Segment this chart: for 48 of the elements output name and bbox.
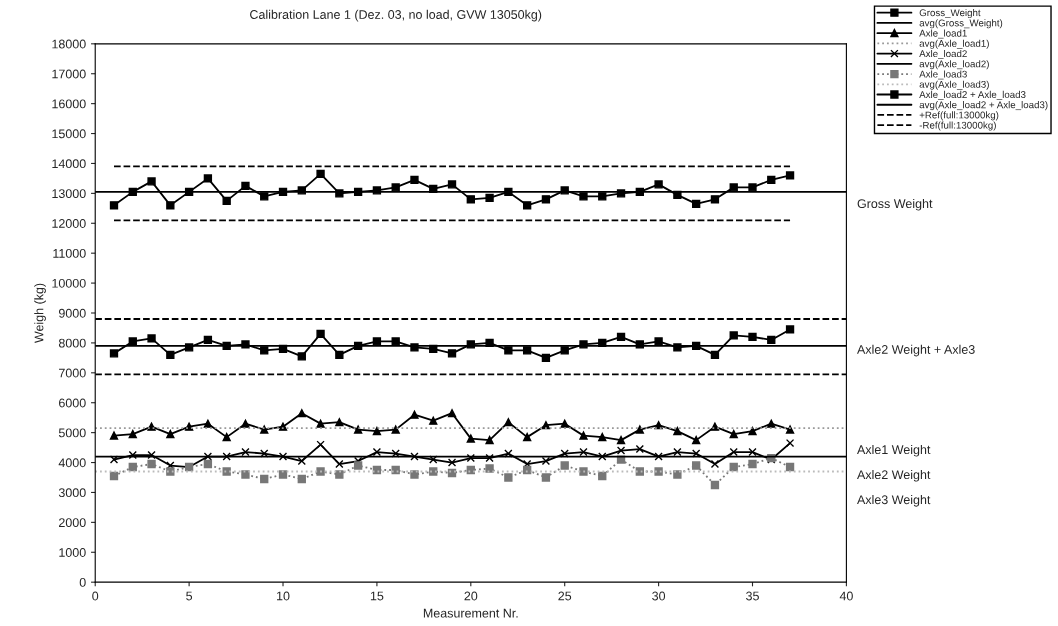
x-tick-label: 40 bbox=[839, 591, 853, 601]
text: Axle2 Weight bbox=[857, 469, 931, 482]
text: Axle2 Weight + Axle3 bbox=[857, 344, 975, 357]
y-tick-label: 1000 bbox=[59, 548, 86, 557]
text: Axle3 Weight bbox=[857, 494, 931, 507]
legend-label: -Ref(full:13000kg) bbox=[919, 121, 996, 131]
y-tick-label: 17000 bbox=[52, 69, 86, 79]
y-tick-label: 4000 bbox=[58, 458, 86, 468]
x-axis-title: Measurement Nr. bbox=[423, 608, 518, 618]
legend-label: +Ref(full:13000kg) bbox=[919, 111, 999, 121]
legend-label: Axle_load3 bbox=[919, 70, 967, 80]
x-tick-label: 35 bbox=[746, 591, 759, 601]
legend-label: avg(Axle_load1) bbox=[919, 39, 989, 49]
x-tick-label: 5 bbox=[186, 591, 193, 601]
legend-label: avg(Gross_Weight) bbox=[919, 19, 1003, 29]
y-tick-label: 3000 bbox=[58, 488, 86, 498]
legend-label: Axle_load2 + Axle_load3 bbox=[919, 90, 1026, 100]
y-tick-label: 10000 bbox=[52, 278, 86, 288]
x-tick-label: 0 bbox=[92, 591, 99, 601]
y-tick-label: 11000 bbox=[53, 248, 86, 258]
y-tick-label: 12000 bbox=[52, 219, 86, 228]
y-tick-label: 15000 bbox=[52, 129, 86, 139]
x-tick-label: 20 bbox=[464, 591, 478, 601]
y-axis-title: Weigh (kg) bbox=[34, 283, 46, 344]
y-tick-label: 13000 bbox=[52, 189, 86, 199]
legend-label: Axle_load1 bbox=[919, 29, 967, 39]
x-tick-label: 25 bbox=[558, 591, 572, 601]
x-tick-label: 10 bbox=[277, 591, 290, 601]
y-tick-label: 9000 bbox=[58, 308, 86, 318]
x-tick-label: 15 bbox=[370, 591, 384, 601]
legend-label: avg(Axle_load2 + Axle_load3) bbox=[919, 101, 1048, 111]
text: Gross Weight bbox=[857, 198, 933, 211]
chart-title: Calibration Lane 1 (Dez. 03, no load, GVW 13050kg) bbox=[250, 9, 542, 22]
y-tick-label: 5000 bbox=[58, 428, 86, 438]
y-tick-label: 16000 bbox=[52, 99, 86, 109]
y-tick-label: 2000 bbox=[59, 518, 86, 528]
legend-label: avg(Axle_load2) bbox=[919, 60, 989, 70]
y-tick-label: 0 bbox=[79, 577, 86, 587]
y-tick-label: 18000 bbox=[52, 39, 86, 49]
y-tick-label: 14000 bbox=[52, 159, 86, 169]
legend-label: avg(Axle_load3) bbox=[919, 80, 989, 90]
y-tick-label: 8000 bbox=[58, 338, 86, 348]
y-tick-label: 6000 bbox=[59, 398, 86, 408]
y-tick-label: 7000 bbox=[59, 368, 86, 378]
legend-label: Gross_Weight bbox=[919, 9, 981, 19]
text: Axle1 Weight bbox=[857, 444, 931, 457]
legend-label: Axle_load2 bbox=[919, 49, 967, 59]
x-tick-label: 30 bbox=[652, 591, 666, 601]
